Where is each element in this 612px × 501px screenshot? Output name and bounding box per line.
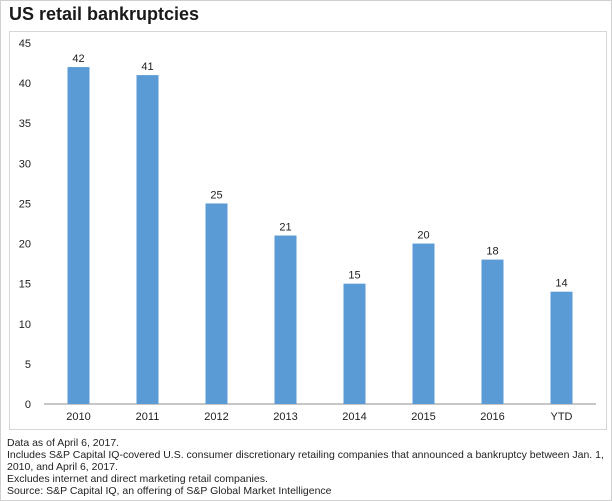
x-tick-label: 2014 bbox=[342, 411, 366, 423]
bar bbox=[205, 203, 228, 404]
y-tick-label: 25 bbox=[19, 198, 31, 210]
y-tick-label: 40 bbox=[19, 78, 31, 90]
data-label: 18 bbox=[486, 246, 498, 258]
bar bbox=[412, 243, 435, 404]
x-tick-label: 2015 bbox=[411, 411, 435, 423]
data-label: 21 bbox=[279, 222, 291, 234]
note-data-date: Data as of April 6, 2017. bbox=[7, 437, 120, 449]
chart-title: US retail bankruptcies bbox=[9, 4, 200, 24]
x-tick-label: 2013 bbox=[273, 411, 297, 423]
footnotes: Data as of April 6, 2017. Includes S&P C… bbox=[7, 437, 607, 497]
bar bbox=[481, 259, 504, 404]
x-tick-label: 2016 bbox=[480, 411, 504, 423]
bar-chart: 0 5 10 15 20 25 30 35 40 45 42 2010 41 2011 25 2012 21 20… bbox=[19, 38, 596, 423]
bar bbox=[67, 67, 90, 405]
bar bbox=[343, 283, 366, 404]
note-excludes: Excludes internet and direct marketing r… bbox=[7, 473, 268, 485]
y-tick-label: 45 bbox=[19, 38, 31, 50]
y-tick-label: 30 bbox=[19, 158, 31, 170]
x-tick-label: 2010 bbox=[66, 411, 90, 423]
data-label: 15 bbox=[348, 270, 360, 282]
y-tick-label: 0 bbox=[25, 399, 31, 411]
data-label: 20 bbox=[417, 230, 429, 242]
data-label: 25 bbox=[210, 189, 222, 201]
x-tick-label: 2011 bbox=[136, 411, 160, 423]
x-tick-label: 2012 bbox=[204, 411, 228, 423]
bar bbox=[136, 75, 159, 404]
note-includes: Includes S&P Capital IQ-covered U.S. con… bbox=[7, 449, 604, 461]
bar bbox=[274, 235, 297, 404]
y-tick-label: 15 bbox=[19, 279, 31, 291]
data-label: 14 bbox=[555, 278, 567, 290]
y-tick-label: 10 bbox=[19, 319, 31, 331]
data-label: 42 bbox=[72, 53, 84, 65]
note-includes-cont: 2010, and April 6, 2017. bbox=[7, 461, 118, 473]
y-tick-label: 35 bbox=[19, 118, 31, 130]
data-label: 41 bbox=[141, 61, 153, 73]
note-source: Source: S&P Capital IQ, an offering of S… bbox=[7, 485, 332, 497]
plot-area: 0 5 10 15 20 25 30 35 40 45 42 2010 41 2011 25 2012 21 20… bbox=[9, 31, 607, 430]
x-tick-label: YTD bbox=[551, 411, 573, 423]
bar bbox=[550, 291, 573, 404]
y-tick-label: 20 bbox=[19, 239, 31, 251]
y-tick-label: 5 bbox=[25, 359, 31, 371]
